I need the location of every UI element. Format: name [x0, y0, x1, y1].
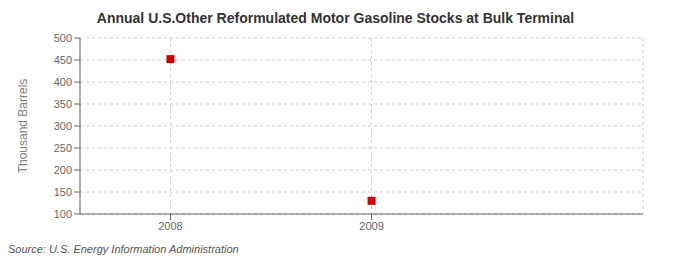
svg-text:2009: 2009 — [359, 220, 383, 232]
svg-text:2008: 2008 — [158, 220, 182, 232]
svg-text:400: 400 — [54, 76, 72, 88]
svg-text:350: 350 — [54, 98, 72, 110]
svg-text:300: 300 — [54, 120, 72, 132]
svg-text:150: 150 — [54, 186, 72, 198]
svg-text:200: 200 — [54, 164, 72, 176]
svg-text:250: 250 — [54, 142, 72, 154]
html-text:Source: U.S. Energy Informatio: Source: U.S. Energy Information Administ… — [8, 243, 239, 255]
svg-text:100: 100 — [54, 208, 72, 220]
svg-text:450: 450 — [54, 54, 72, 66]
svg-text:Thousand Barrels: Thousand Barrels — [16, 79, 30, 174]
html-text:Annual U.S.Other Reformulated: Annual U.S.Other Reformulated Motor Gaso… — [96, 10, 575, 26]
svg-text:500: 500 — [54, 32, 72, 44]
